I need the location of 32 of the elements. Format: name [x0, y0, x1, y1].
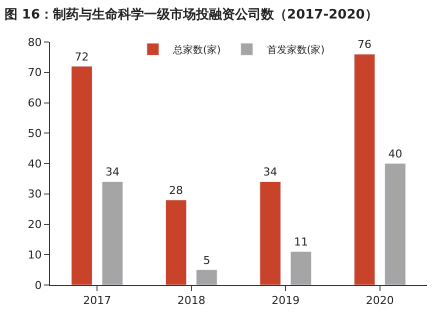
bar — [260, 181, 281, 285]
bar — [196, 270, 218, 285]
y-tick-label: 80 — [28, 36, 42, 49]
y-tick-label: 50 — [28, 126, 42, 140]
y-tick-label: 60 — [28, 96, 42, 110]
bar — [354, 54, 376, 285]
data-label: 40 — [388, 148, 402, 160]
bar — [165, 200, 187, 285]
data-label: 11 — [294, 236, 308, 249]
bar — [384, 163, 406, 285]
x-tick-label: 2017 — [83, 294, 112, 308]
data-label: 76 — [358, 38, 372, 52]
x-tick-label: 2019 — [272, 294, 300, 308]
x-tick-label: 2020 — [366, 294, 394, 308]
data-label: 28 — [169, 184, 184, 197]
data-label: 72 — [74, 50, 89, 64]
x-tick-label: 2018 — [177, 294, 206, 308]
data-label: 34 — [263, 166, 278, 179]
bar — [71, 66, 92, 285]
legend-label: 总家数(家) — [172, 44, 221, 56]
bar — [102, 181, 124, 285]
bar — [290, 251, 312, 285]
y-tick-label: 0 — [34, 278, 42, 292]
y-tick-label: 70 — [28, 66, 42, 80]
data-label: 34 — [105, 166, 120, 179]
data-label: 5 — [203, 254, 210, 267]
chart-title: 图 16：制药与生命科学一级市场投融资公司数（2017-2020） — [4, 6, 378, 23]
y-tick-label: 30 — [28, 188, 42, 201]
y-tick-label: 40 — [28, 157, 42, 170]
legend-label: 首发家数(家) — [266, 44, 325, 56]
y-tick-label: 20 — [28, 218, 42, 232]
y-tick-label: 10 — [28, 248, 42, 262]
